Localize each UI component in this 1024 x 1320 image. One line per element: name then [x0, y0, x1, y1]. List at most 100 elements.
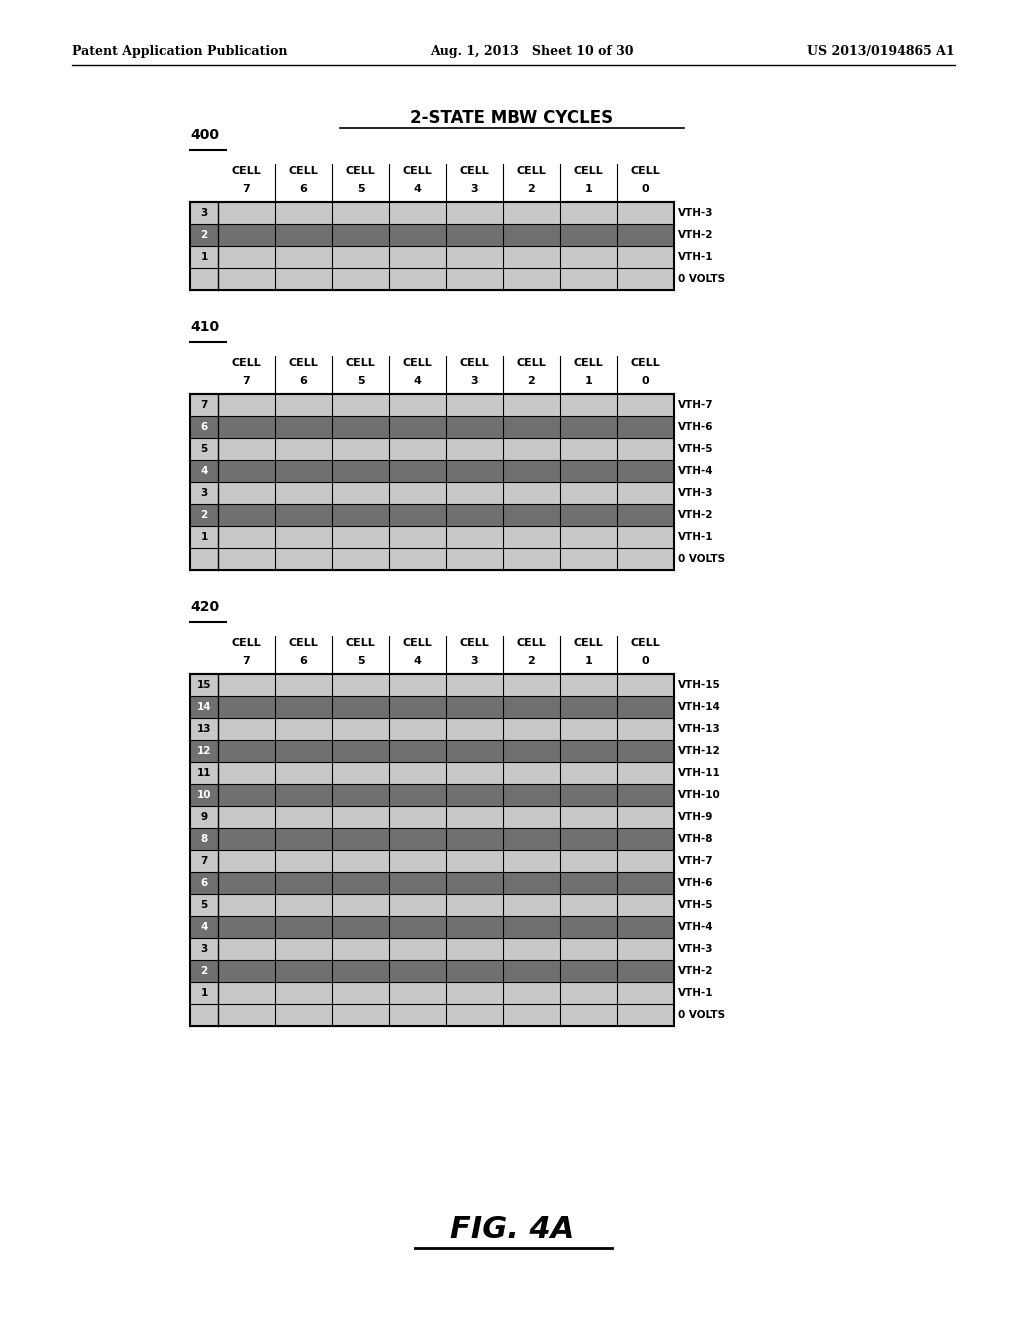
Text: 7: 7: [201, 400, 208, 411]
Bar: [190, 268, 674, 290]
Text: 4: 4: [201, 466, 208, 477]
Bar: [190, 246, 674, 268]
Text: 9: 9: [201, 812, 208, 822]
Text: 410: 410: [190, 319, 219, 334]
Text: 5: 5: [356, 656, 365, 667]
Text: 8: 8: [201, 834, 208, 843]
Text: FIG. 4A: FIG. 4A: [450, 1216, 574, 1245]
Text: VTH-4: VTH-4: [678, 466, 714, 477]
Text: CELL: CELL: [231, 638, 261, 648]
Text: CELL: CELL: [402, 166, 432, 176]
Text: VTH-7: VTH-7: [678, 400, 714, 411]
Bar: [190, 459, 674, 482]
Text: VTH-5: VTH-5: [678, 444, 714, 454]
Bar: [190, 894, 674, 916]
Text: 3: 3: [201, 488, 208, 498]
Bar: [190, 416, 674, 438]
Text: CELL: CELL: [289, 166, 318, 176]
Text: 6: 6: [201, 422, 208, 432]
Text: 0: 0: [642, 376, 649, 385]
Text: VTH-4: VTH-4: [678, 921, 714, 932]
Text: VTH-6: VTH-6: [678, 422, 714, 432]
Text: 12: 12: [197, 746, 211, 756]
Text: 1: 1: [585, 656, 592, 667]
Text: CELL: CELL: [460, 166, 489, 176]
Bar: [190, 393, 674, 416]
Text: 4: 4: [414, 183, 422, 194]
Bar: [190, 438, 674, 459]
Text: Aug. 1, 2013   Sheet 10 of 30: Aug. 1, 2013 Sheet 10 of 30: [430, 45, 634, 58]
Text: US 2013/0194865 A1: US 2013/0194865 A1: [807, 45, 955, 58]
Bar: [190, 960, 674, 982]
Bar: [190, 873, 674, 894]
Text: 2: 2: [201, 230, 208, 240]
Text: VTH-10: VTH-10: [678, 789, 721, 800]
Text: VTH-6: VTH-6: [678, 878, 714, 888]
Text: 5: 5: [201, 444, 208, 454]
Text: 2: 2: [527, 183, 536, 194]
Text: CELL: CELL: [517, 358, 547, 368]
Text: VTH-5: VTH-5: [678, 900, 714, 909]
Bar: [190, 696, 674, 718]
Text: 1: 1: [585, 183, 592, 194]
Text: 7: 7: [243, 376, 251, 385]
Bar: [190, 1005, 674, 1026]
Bar: [190, 548, 674, 570]
Text: VTH-13: VTH-13: [678, 723, 721, 734]
Text: 13: 13: [197, 723, 211, 734]
Text: 6: 6: [201, 878, 208, 888]
Text: 1: 1: [201, 532, 208, 543]
Bar: [190, 939, 674, 960]
Text: VTH-8: VTH-8: [678, 834, 714, 843]
Text: 400: 400: [190, 128, 219, 143]
Text: 1: 1: [201, 987, 208, 998]
Bar: [190, 807, 674, 828]
Text: 6: 6: [300, 183, 307, 194]
Text: 2: 2: [527, 376, 536, 385]
Bar: [190, 718, 674, 741]
Text: Patent Application Publication: Patent Application Publication: [72, 45, 288, 58]
Bar: [190, 828, 674, 850]
Text: 10: 10: [197, 789, 211, 800]
Text: 4: 4: [414, 376, 422, 385]
Text: 3: 3: [201, 209, 208, 218]
Text: CELL: CELL: [517, 166, 547, 176]
Text: CELL: CELL: [460, 358, 489, 368]
Text: CELL: CELL: [402, 358, 432, 368]
Text: 15: 15: [197, 680, 211, 690]
Text: CELL: CELL: [517, 638, 547, 648]
Bar: [190, 202, 674, 224]
Text: 3: 3: [471, 183, 478, 194]
Text: 2-STATE MBW CYCLES: 2-STATE MBW CYCLES: [411, 110, 613, 127]
Text: 0 VOLTS: 0 VOLTS: [678, 1010, 725, 1020]
Text: 5: 5: [356, 376, 365, 385]
Bar: [190, 784, 674, 807]
Text: 4: 4: [414, 656, 422, 667]
Text: 1: 1: [201, 252, 208, 261]
Text: 11: 11: [197, 768, 211, 777]
Text: 0 VOLTS: 0 VOLTS: [678, 275, 725, 284]
Text: 6: 6: [300, 656, 307, 667]
Text: CELL: CELL: [231, 166, 261, 176]
Text: CELL: CELL: [573, 166, 603, 176]
Text: VTH-1: VTH-1: [678, 532, 714, 543]
Bar: [190, 741, 674, 762]
Bar: [190, 224, 674, 246]
Bar: [190, 982, 674, 1005]
Text: VTH-3: VTH-3: [678, 488, 714, 498]
Text: CELL: CELL: [402, 638, 432, 648]
Text: 5: 5: [356, 183, 365, 194]
Text: CELL: CELL: [631, 166, 660, 176]
Text: CELL: CELL: [289, 358, 318, 368]
Text: VTH-2: VTH-2: [678, 510, 714, 520]
Text: 6: 6: [300, 376, 307, 385]
Text: 2: 2: [201, 510, 208, 520]
Text: 7: 7: [201, 855, 208, 866]
Text: CELL: CELL: [346, 638, 376, 648]
Text: 1: 1: [585, 376, 592, 385]
Text: VTH-2: VTH-2: [678, 230, 714, 240]
Text: VTH-9: VTH-9: [678, 812, 714, 822]
Text: VTH-12: VTH-12: [678, 746, 721, 756]
Text: CELL: CELL: [631, 358, 660, 368]
Bar: [190, 762, 674, 784]
